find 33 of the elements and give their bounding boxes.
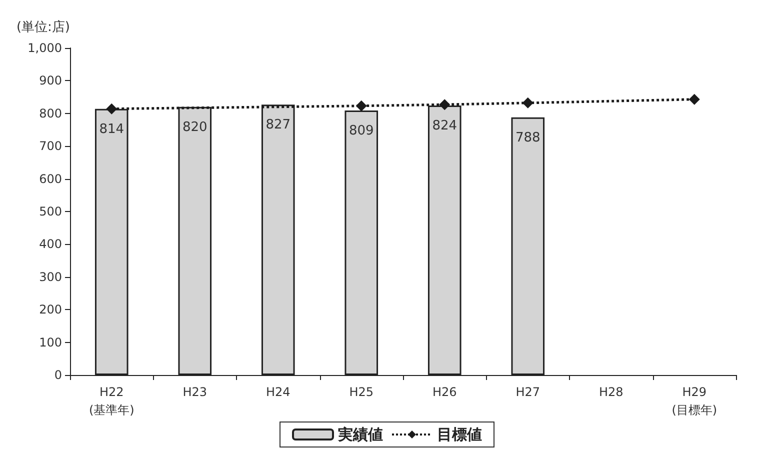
y-tick-label: 600 — [39, 172, 62, 186]
y-tick-label: 900 — [39, 74, 62, 88]
y-tick-label: 400 — [39, 237, 62, 252]
y-axis-title: (単位:店) — [16, 19, 70, 35]
point — [522, 97, 534, 108]
data-label: 827 — [266, 118, 291, 133]
y-tick-label: 500 — [39, 204, 62, 218]
y-tick-label: 100 — [39, 335, 62, 350]
y-tick-label: 700 — [39, 139, 62, 154]
point — [356, 100, 367, 112]
x-tick-label: H26 — [432, 385, 457, 399]
legend-label: 目標値 — [437, 426, 482, 444]
data-label: 809 — [348, 123, 374, 138]
data-label: 814 — [99, 122, 124, 137]
data-label: 824 — [432, 118, 458, 134]
x-tick-label: H23 — [182, 385, 208, 399]
point — [106, 103, 118, 114]
legend-label: 実績値 — [337, 426, 383, 444]
x-tick-label: H24 — [266, 385, 290, 399]
data-label: 788 — [515, 130, 540, 146]
y-tick-label: 0 — [54, 368, 62, 382]
x-tick-label: H22 (基準年) — [88, 385, 134, 417]
data-label: 820 — [182, 120, 208, 135]
x-tick-label: H25 — [349, 385, 374, 399]
point — [439, 99, 450, 110]
y-tick-label: 800 — [39, 106, 62, 120]
x-tick-label: H28 — [598, 385, 624, 399]
y-tick-label: 200 — [39, 302, 62, 317]
y-tick-label: 1,000 — [28, 41, 62, 55]
x-tick-label: H27 — [516, 385, 540, 399]
y-tick-label: 300 — [39, 270, 62, 284]
point — [688, 94, 700, 105]
x-tick-label: H29 (目標年) — [672, 385, 718, 417]
